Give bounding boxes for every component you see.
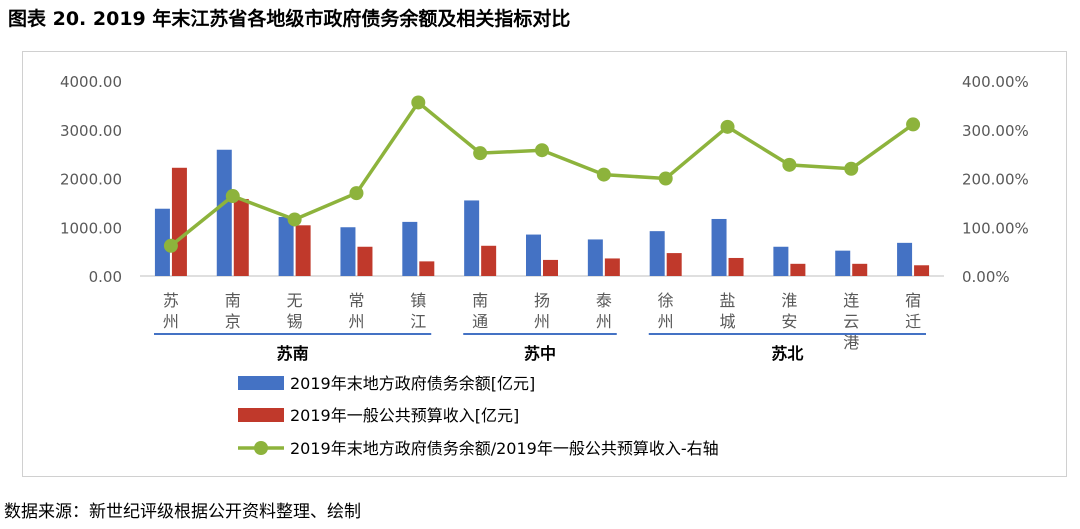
bar-revenue: [543, 259, 558, 276]
x-tick-label: 徐: [658, 291, 674, 310]
bar-revenue: [914, 265, 930, 276]
bar-revenue: [666, 253, 682, 276]
ratio-point: [535, 143, 549, 158]
bar-debt: [216, 149, 232, 276]
bar-debt: [649, 231, 665, 276]
y-right-tick-label: 0.00%: [962, 268, 1010, 286]
ratio-point: [287, 212, 302, 227]
x-tick-label: 江: [410, 312, 426, 331]
x-tick-label: 无: [287, 291, 303, 310]
x-tick-label: 宿: [905, 291, 921, 310]
x-tick-label: 云: [843, 312, 859, 331]
x-tick-label: 南: [225, 291, 241, 310]
x-tick-label: 城: [720, 312, 736, 331]
bar-revenue: [790, 263, 806, 276]
bar-revenue: [357, 246, 373, 276]
y-right-tick-label: 100.00%: [962, 219, 1029, 237]
y-right-tick-label: 300.00%: [962, 122, 1029, 140]
legend-swatch: [238, 376, 284, 390]
ratio-point: [596, 167, 611, 182]
y-right-tick-label: 400.00%: [962, 73, 1029, 91]
ratio-point: [163, 238, 178, 253]
legend-label: 2019年末地方政府债务余额[亿元]: [290, 374, 535, 393]
legend-label: 2019年一般公共预算收入[亿元]: [290, 406, 519, 425]
bar-debt: [526, 234, 541, 276]
region-label: 苏北: [771, 344, 803, 363]
x-tick-label: 锡: [287, 312, 303, 331]
x-tick-label: 港: [843, 333, 859, 352]
bar-debt: [154, 208, 170, 276]
bar-revenue: [728, 257, 744, 276]
bar-revenue: [604, 258, 620, 276]
bar-revenue: [233, 198, 249, 276]
y-left-tick-label: 1000.00: [60, 219, 122, 237]
x-tick-label: 扬: [534, 291, 550, 310]
ratio-point: [844, 161, 859, 176]
ratio-point: [720, 119, 735, 134]
bar-debt: [835, 250, 851, 276]
ratio-point: [658, 171, 673, 186]
y-left-tick-label: 0.00: [89, 268, 122, 286]
x-tick-label: 通: [472, 312, 488, 331]
y-right-tick-label: 200.00%: [962, 171, 1029, 189]
x-tick-label: 州: [658, 312, 674, 331]
ratio-point: [349, 186, 364, 201]
region-label: 苏中: [524, 344, 556, 363]
x-tick-label: 迁: [905, 312, 921, 331]
bar-debt: [711, 218, 727, 276]
bar-revenue: [419, 261, 435, 276]
bar-debt: [402, 221, 418, 276]
bar-debt: [773, 246, 789, 276]
source-note: 数据来源：新世纪评级根据公开资料整理、绘制: [4, 502, 361, 522]
x-tick-label: 京: [225, 312, 241, 331]
bar-debt: [587, 239, 603, 276]
ratio-point: [225, 189, 240, 204]
region-label: 苏南: [277, 344, 309, 363]
x-tick-label: 苏: [163, 291, 179, 310]
x-tick-label: 州: [596, 312, 612, 331]
bar-debt: [897, 242, 913, 276]
legend-label: 2019年末地方政府债务余额/2019年一般公共预算收入-右轴: [290, 439, 719, 458]
bar-revenue: [481, 245, 497, 276]
x-tick-label: 常: [348, 291, 364, 310]
y-left-tick-label: 3000.00: [60, 122, 122, 140]
legend-marker: [254, 441, 268, 455]
bar-revenue: [171, 167, 187, 276]
ratio-point: [906, 117, 921, 132]
x-tick-label: 淮: [781, 291, 797, 310]
x-tick-label: 州: [534, 312, 550, 331]
chart-svg: 0.00 1000.00 2000.00 3000.00 4000.00 0.00% 100…: [60, 73, 1029, 458]
y-left-tick-label: 2000.00: [60, 171, 122, 189]
x-tick-label: 州: [163, 312, 179, 331]
bar-debt: [464, 200, 480, 276]
chart-frame: [22, 51, 1067, 477]
x-tick-label: 南: [472, 291, 488, 310]
x-tick-label: 镇: [410, 291, 426, 310]
x-tick-label: 连: [843, 291, 859, 310]
ratio-point: [473, 146, 488, 161]
bar-debt: [340, 227, 356, 276]
y-left-tick-label: 4000.00: [60, 73, 122, 91]
x-tick-label: 泰: [596, 291, 612, 310]
x-tick-label: 州: [348, 312, 364, 331]
x-tick-label: 盐: [720, 291, 736, 310]
chart-title: 图表 20. 2019 年末江苏省各地级市政府债务余额及相关指标对比: [8, 8, 571, 30]
bar-debt: [278, 217, 294, 276]
bar-revenue: [295, 225, 311, 276]
ratio-point: [782, 157, 797, 172]
ratio-point: [411, 95, 426, 110]
x-tick-label: 安: [781, 312, 797, 331]
legend-swatch: [238, 408, 284, 422]
bar-revenue: [852, 263, 868, 276]
